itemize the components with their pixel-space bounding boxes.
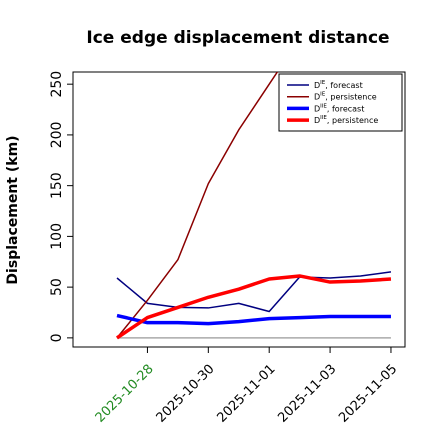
plot-area [116, 72, 392, 340]
series-line [116, 72, 279, 339]
chart-title: Ice edge displacement distance [86, 28, 389, 48]
plot-frame [72, 71, 406, 348]
legend-label: DIIE, persistence [314, 115, 378, 125]
y-tick-label: 250 [49, 71, 65, 98]
x-tick-label: 2025-10-30 [154, 362, 218, 426]
y-tick-label: 200 [49, 122, 65, 149]
y-axis-label: Displacement (km) [5, 135, 21, 284]
legend-label: DIE, persistence [314, 91, 377, 101]
series-line [116, 274, 392, 340]
x-tick-label: 2025-11-01 [214, 362, 278, 426]
x-tick-label: 2025-11-03 [275, 362, 339, 426]
y-tick-label: 0 [49, 333, 65, 342]
series-line [116, 271, 392, 313]
legend-label: DIE, forecast [314, 80, 363, 90]
y-tick-label: 50 [49, 278, 65, 296]
series-line [116, 313, 391, 326]
y-tick-label: 100 [49, 223, 65, 250]
y-tick-label: 150 [49, 172, 65, 199]
legend-label: DIIE, forecast [314, 103, 364, 113]
x-tick-label: 2025-11-05 [336, 362, 400, 426]
x-tick-label: 2025-10-28 [93, 362, 157, 426]
